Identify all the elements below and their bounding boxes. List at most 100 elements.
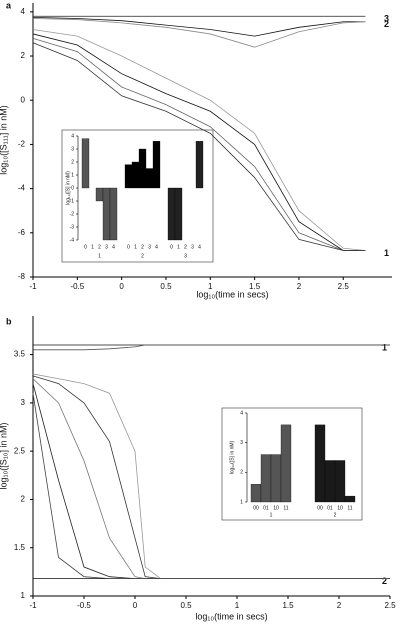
- bar: [124, 164, 133, 189]
- curve-label: 2: [384, 19, 389, 29]
- curve: [32, 29, 366, 251]
- category-label: 10: [273, 505, 279, 511]
- x-tick-label: 2: [297, 282, 302, 291]
- x-axis-label: log₁₀(time in secs): [195, 611, 267, 621]
- x-tick-label: 2: [337, 601, 342, 610]
- category-label: 4: [155, 244, 158, 250]
- y-tick-label: 2: [21, 51, 26, 60]
- bar: [195, 141, 204, 189]
- category-label: 4: [112, 244, 115, 250]
- curve-label: 3: [384, 14, 389, 24]
- y-axis-label: log₁₀([S₁₁₁] in nM): [0, 105, 8, 174]
- bar: [260, 454, 272, 503]
- x-tick-label: 0.5: [180, 601, 192, 610]
- category-label: 11: [347, 505, 352, 511]
- category-label: 3: [191, 244, 194, 250]
- category-label: 0: [170, 244, 173, 250]
- bar: [167, 187, 176, 241]
- bar: [138, 148, 147, 189]
- curve: [32, 18, 366, 48]
- bar: [250, 484, 262, 503]
- curve-label: 1: [384, 248, 389, 258]
- y-tick-label: -6: [18, 228, 26, 237]
- bar: [174, 187, 183, 241]
- x-tick-label: -1: [29, 282, 37, 291]
- curve: [32, 37, 366, 251]
- y-tick-label: 4: [240, 410, 243, 416]
- category-label: 2: [184, 244, 187, 250]
- bar: [152, 141, 161, 189]
- category-label: 1: [177, 244, 180, 250]
- y-tick-label: -8: [18, 272, 26, 281]
- y-tick-label: -4: [70, 237, 75, 243]
- y-axis-label: log₁₀([S₁₀] in nM): [0, 422, 8, 489]
- group-label: 1: [270, 512, 273, 518]
- category-label: 10: [337, 505, 343, 511]
- bar: [109, 187, 118, 241]
- y-tick-label: -3: [70, 224, 75, 230]
- x-tick-label: 2.5: [384, 601, 396, 610]
- category-label: 4: [198, 244, 201, 250]
- curve: [32, 42, 366, 251]
- y-tick-label: 1: [21, 591, 26, 600]
- curve-label: 2: [382, 576, 387, 586]
- bar: [344, 495, 356, 503]
- x-tick-label: 0: [133, 601, 138, 610]
- category-label: 2: [98, 244, 101, 250]
- x-tick-label: 1.5: [282, 601, 294, 610]
- group-label: 2: [334, 512, 337, 518]
- x-tick-label: -1: [29, 601, 37, 610]
- group-label: 3: [184, 253, 187, 259]
- x-tick-label: 2.5: [338, 282, 350, 291]
- y-tick-label: 0: [71, 185, 74, 191]
- y-tick-label: 3: [71, 146, 74, 152]
- category-label: 3: [148, 244, 151, 250]
- y-tick-label: -4: [18, 184, 26, 193]
- category-label: 11: [283, 505, 288, 511]
- x-tick-label: -0.5: [70, 282, 84, 291]
- panel-label: a: [6, 0, 12, 10]
- category-label: 01: [263, 505, 269, 511]
- bar: [270, 454, 282, 503]
- x-tick-label: 1.5: [249, 282, 261, 291]
- y-tick-label: 2.5: [14, 446, 26, 455]
- bar: [102, 187, 111, 241]
- y-tick-label: 1: [240, 499, 243, 505]
- category-label: 01: [327, 505, 333, 511]
- bar: [95, 187, 104, 202]
- category-label: 0: [127, 244, 130, 250]
- curve: [32, 16, 366, 37]
- y-tick-label: 1: [71, 172, 74, 178]
- y-tick-label: 2: [240, 470, 243, 476]
- category-label: 00: [317, 505, 323, 511]
- x-axis-label: log₁₀(time in secs): [196, 289, 268, 299]
- y-tick-label: 3: [240, 440, 243, 446]
- y-tick-label: -2: [70, 211, 75, 217]
- y-tick-label: 3: [21, 398, 26, 407]
- bar: [324, 460, 336, 503]
- y-tick-label: -2: [18, 140, 26, 149]
- bar: [145, 168, 154, 189]
- bar: [334, 460, 346, 503]
- x-tick-label: 1: [208, 282, 213, 291]
- x-tick-label: 0: [119, 282, 124, 291]
- y-tick-label: 3.5: [14, 350, 26, 359]
- y-tick-label: 4: [21, 7, 26, 16]
- y-axis-label: log₁₀([S] in nM): [229, 440, 235, 474]
- bar: [314, 424, 326, 503]
- bar: [81, 138, 90, 189]
- curve-label: 1: [382, 342, 387, 352]
- category-label: 0: [84, 244, 87, 250]
- category-label: 00: [253, 505, 259, 511]
- y-tick-label: 4: [71, 133, 74, 139]
- y-tick-label: 2: [71, 159, 74, 165]
- y-tick-label: 2: [21, 495, 26, 504]
- bar: [280, 424, 292, 503]
- bar: [131, 161, 140, 189]
- curve: [33, 344, 390, 351]
- curve: [32, 33, 366, 251]
- x-tick-label: 1: [235, 601, 240, 610]
- category-label: 1: [91, 244, 94, 250]
- category-label: 2: [141, 244, 144, 250]
